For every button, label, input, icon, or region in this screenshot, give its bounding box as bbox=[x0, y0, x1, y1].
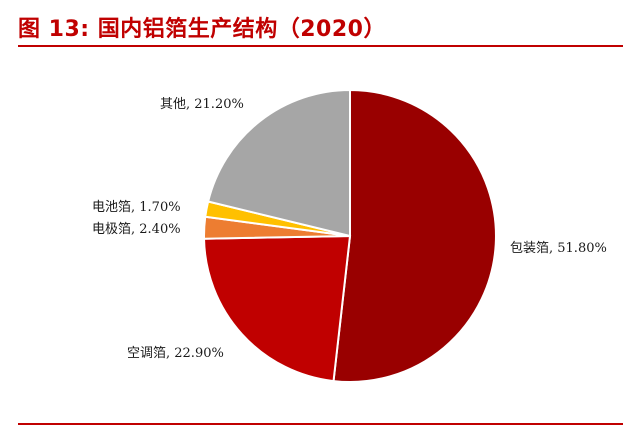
pie-slice-packaging bbox=[332, 88, 497, 383]
top-divider bbox=[18, 45, 623, 47]
bottom-divider bbox=[18, 423, 623, 425]
chart-title: 图 13: 国内铝箔生产结构（2020） bbox=[18, 17, 386, 42]
data-label-electrode: 电极箔, 2.40% bbox=[92, 221, 181, 237]
data-label-air-conditioner: 空调箔, 22.90% bbox=[127, 345, 224, 361]
pie-labels: 包装箔, 51.80% 空调箔, 22.90% 电极箔, 2.40% 电池箔, 1.7… bbox=[92, 97, 607, 361]
data-label-packaging: 包装箔, 51.80% bbox=[510, 240, 607, 256]
title-bar: 图 13: 国内铝箔生产结构（2020） bbox=[0, 0, 640, 50]
pie-slices bbox=[203, 88, 497, 383]
pie-slice-other bbox=[206, 88, 351, 238]
data-label-other: 其他, 21.20% bbox=[160, 97, 244, 112]
data-label-battery: 电池箔, 1.70% bbox=[92, 199, 181, 215]
pie-slice-air-conditioner bbox=[203, 234, 352, 383]
